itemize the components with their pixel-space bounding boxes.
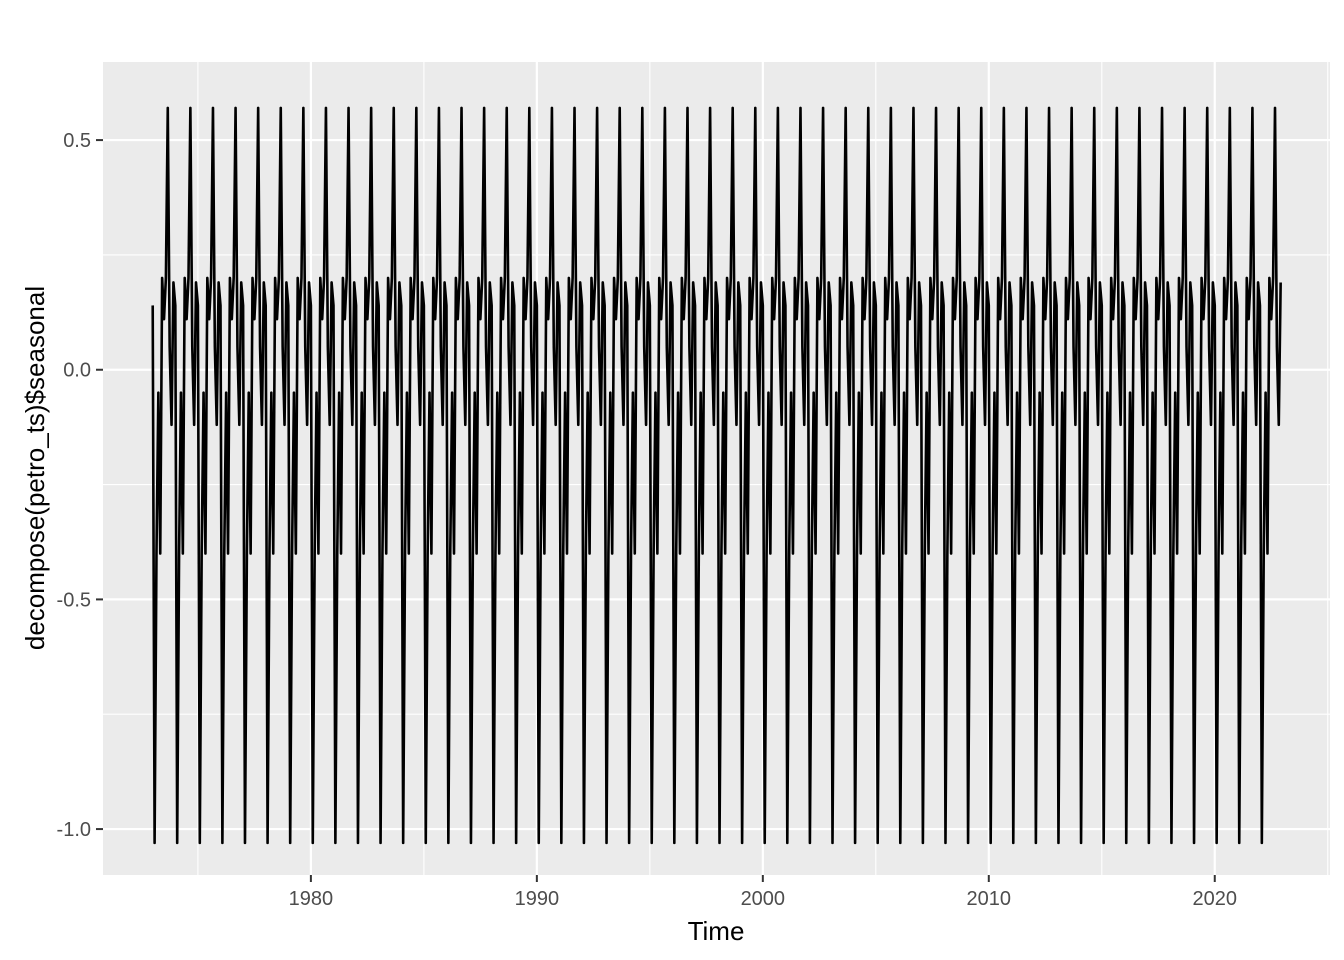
y-tick-label: -0.5	[57, 589, 91, 611]
x-tick-label: 2020	[1193, 888, 1238, 910]
y-axis: -1.0 -0.5 0.0 0.5	[57, 130, 103, 841]
y-tick-label: -1.0	[57, 819, 91, 841]
series-layer	[151, 106, 1282, 845]
x-axis: 1980 1990 2000 2010 2020	[289, 875, 1237, 910]
y-axis-title: decompose(petro_ts)$seasonal	[20, 286, 50, 650]
x-tick-label: 2010	[967, 888, 1012, 910]
x-tick-label: 2000	[741, 888, 786, 910]
x-axis-title: Time	[688, 916, 745, 946]
y-tick-label: 0.0	[63, 360, 91, 382]
y-tick-label: 0.5	[63, 130, 91, 152]
plot-panel	[103, 62, 1330, 875]
x-tick-label: 1980	[289, 888, 334, 910]
seasonal-series-line	[151, 106, 1282, 845]
x-tick-label: 1990	[515, 888, 560, 910]
